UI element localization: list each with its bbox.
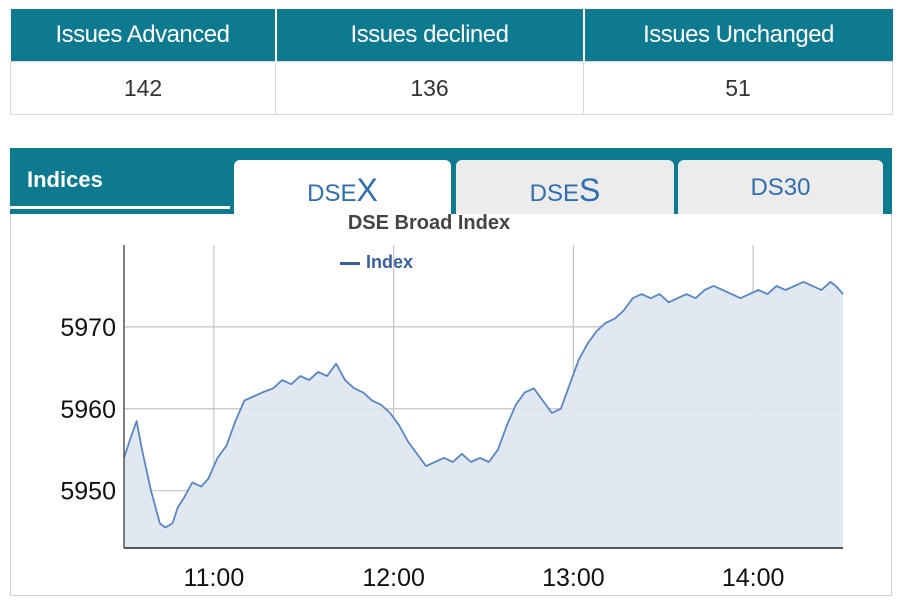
issues-value-row: 142 136 51 [10,61,893,115]
x-tick-label: 13:00 [542,564,605,592]
chart-legend[interactable]: Index [340,252,413,273]
tab-dsex-prefix: DSE [307,180,357,207]
issues-advanced-header: Issues Advanced [10,9,277,62]
issues-header-row: Issues Advanced Issues declined Issues U… [10,9,893,62]
tab-dses[interactable]: DSES [456,160,674,214]
tab-dsex[interactable]: DSEX [234,160,451,214]
legend-label: Index [366,252,414,272]
indices-title-underline [10,206,230,209]
issues-declined-header: Issues declined [275,9,585,62]
index-series-line [123,281,844,529]
tab-dses-suffix: S [579,172,601,208]
issues-table: Issues Advanced Issues declined Issues U… [10,9,893,115]
tab-dsex-suffix: X [356,172,378,208]
x-tick-label: 12:00 [362,564,425,592]
y-tick-label: 5960 [60,396,116,424]
issues-advanced-value: 142 [10,61,276,115]
x-tick-label: 11:00 [184,564,245,592]
issues-unchanged-header: Issues Unchanged [583,9,893,62]
chart-title: DSE Broad Index [347,212,511,234]
legend-line-icon [340,261,360,265]
y-tick-label: 5950 [60,478,116,506]
indices-title: Indices [27,167,103,192]
issues-declined-value: 136 [275,61,584,115]
issues-unchanged-value: 51 [583,61,893,115]
x-tick-label: 14:00 [722,564,785,592]
index-area-fill [124,281,843,548]
tab-dses-prefix: DSE [529,180,579,207]
y-tick-label: 5970 [60,314,116,342]
chart-tick-labels: 5950 5960 5970 11:00 12:00 13:00 14:00 [60,314,784,592]
tab-ds30-label: DS30 [750,174,811,201]
tab-ds30[interactable]: DS30 [678,160,883,214]
